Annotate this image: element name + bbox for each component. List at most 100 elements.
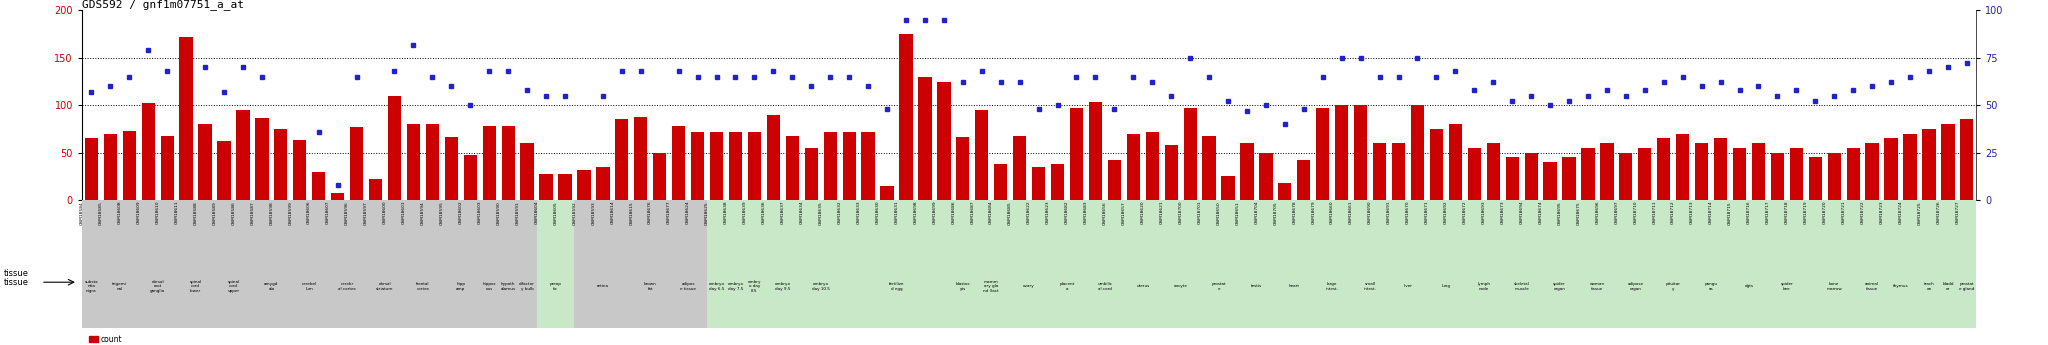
Bar [1278,183,1292,200]
Text: cerebr
al cortex: cerebr al cortex [338,282,356,290]
Bar [1696,143,1708,200]
Bar [711,132,723,200]
Text: GSM18585: GSM18585 [98,201,102,225]
Bar [1884,138,1898,200]
Text: GSM18724: GSM18724 [1898,201,1903,224]
Text: hypoth
alamus: hypoth alamus [500,282,516,290]
Text: GSM18588: GSM18588 [195,201,197,225]
Text: heart: heart [1288,284,1300,288]
Text: GSM18684: GSM18684 [989,201,993,224]
Text: bladd
er: bladd er [1942,282,1954,290]
Text: GSM18630: GSM18630 [877,201,879,224]
Bar [1599,143,1614,200]
Text: GSM18638: GSM18638 [725,201,727,224]
Text: woman
tissue: woman tissue [1589,282,1606,290]
Bar [1202,136,1217,200]
Bar [1487,143,1499,200]
Legend: count, percentile rank within the sample: count, percentile rank within the sample [86,332,233,345]
Bar [520,143,535,200]
Text: dorsal
root
ganglia: dorsal root ganglia [150,280,166,293]
Bar [123,131,135,200]
Text: lymph
node: lymph node [1477,282,1491,290]
Text: amygd
ala: amygd ala [264,282,279,290]
Text: olfactor
y bulb: olfactor y bulb [520,282,535,290]
Text: GSM18718: GSM18718 [1786,201,1788,224]
Text: GSM18605: GSM18605 [553,201,557,225]
Bar [1051,164,1065,200]
Text: GSM18661: GSM18661 [1350,201,1354,224]
Bar [690,132,705,200]
Bar [1544,162,1556,200]
Bar [1960,119,1974,200]
Text: GSM18713: GSM18713 [1690,201,1694,224]
Text: embryo
day 7.5: embryo day 7.5 [727,282,743,290]
Text: trach
ea: trach ea [1923,282,1933,290]
Text: embryo
day 9.5: embryo day 9.5 [774,282,791,290]
Text: GSM18586: GSM18586 [231,201,236,225]
Text: GSM18631: GSM18631 [895,201,899,224]
Text: hipp
amp: hipp amp [457,282,465,290]
Text: GSM18590: GSM18590 [498,201,500,225]
Text: GSM18687: GSM18687 [971,201,975,224]
Bar [1014,136,1026,200]
Bar [1241,143,1253,200]
Text: GSM18657: GSM18657 [1122,201,1126,225]
Bar [1108,160,1120,200]
Text: GSM18614: GSM18614 [610,201,614,224]
Text: GSM18690: GSM18690 [1368,201,1372,224]
Text: GSM18726: GSM18726 [1937,201,1939,224]
Bar [881,186,893,200]
Text: GSM18711: GSM18711 [1653,201,1657,224]
Bar [975,110,989,200]
Text: GSM18693: GSM18693 [1483,201,1485,224]
Text: GSM18595: GSM18595 [440,201,444,225]
Text: embryo
day 10.5: embryo day 10.5 [811,282,829,290]
Bar [332,193,344,200]
Bar [293,140,307,200]
Bar [786,136,799,200]
Text: prostat
e gland: prostat e gland [1960,282,1974,290]
Text: GSM18696: GSM18696 [1595,201,1599,224]
Text: GSM18651: GSM18651 [1235,201,1239,225]
Text: GSM18602: GSM18602 [459,201,463,224]
Text: GSM18587: GSM18587 [250,201,254,225]
Text: spinal
cord
lower: spinal cord lower [190,280,201,293]
Text: GSM18692: GSM18692 [1444,201,1448,224]
Text: GSM18592: GSM18592 [573,201,575,225]
Text: GSM18633: GSM18633 [856,201,860,224]
Text: retina: retina [596,284,608,288]
Text: embry
o day
8.5: embry o day 8.5 [748,280,762,293]
Bar [369,179,383,200]
Text: GSM18620: GSM18620 [1141,201,1145,224]
Text: adipos
e tissue: adipos e tissue [680,282,696,290]
Text: GSM18591: GSM18591 [516,201,520,225]
Text: GSM18719: GSM18719 [1804,201,1808,224]
Text: hippoc
ous: hippoc ous [483,282,496,290]
Bar [274,129,287,200]
Text: GSM18650: GSM18650 [1217,201,1221,225]
Text: blastoc
yts: blastoc yts [956,282,971,290]
Text: GSM18723: GSM18723 [1880,201,1884,224]
Text: ovary: ovary [1024,284,1034,288]
Text: GSM18714: GSM18714 [1710,201,1712,224]
Bar [1847,148,1860,200]
Bar [1751,143,1765,200]
Text: GSM18683: GSM18683 [1083,201,1087,224]
Text: animal
tissue: animal tissue [1866,282,1880,290]
Text: GSM18598: GSM18598 [270,201,272,225]
Text: GSM18695: GSM18695 [1559,201,1561,225]
Text: GSM18601: GSM18601 [401,201,406,224]
Bar [1165,145,1178,200]
Text: GSM18609: GSM18609 [137,201,141,224]
Text: small
intest.: small intest. [1364,282,1376,290]
Text: GSM18674: GSM18674 [1538,201,1542,224]
Bar [444,138,459,200]
Bar [653,152,666,200]
Text: GSM18634: GSM18634 [801,201,803,224]
Text: pangu
as: pangu as [1704,282,1718,290]
Text: GSM18607: GSM18607 [326,201,330,224]
Bar [672,126,686,200]
Text: cerebel
lum: cerebel lum [301,282,317,290]
Text: prostat
e: prostat e [1210,282,1227,290]
Bar [956,137,969,200]
